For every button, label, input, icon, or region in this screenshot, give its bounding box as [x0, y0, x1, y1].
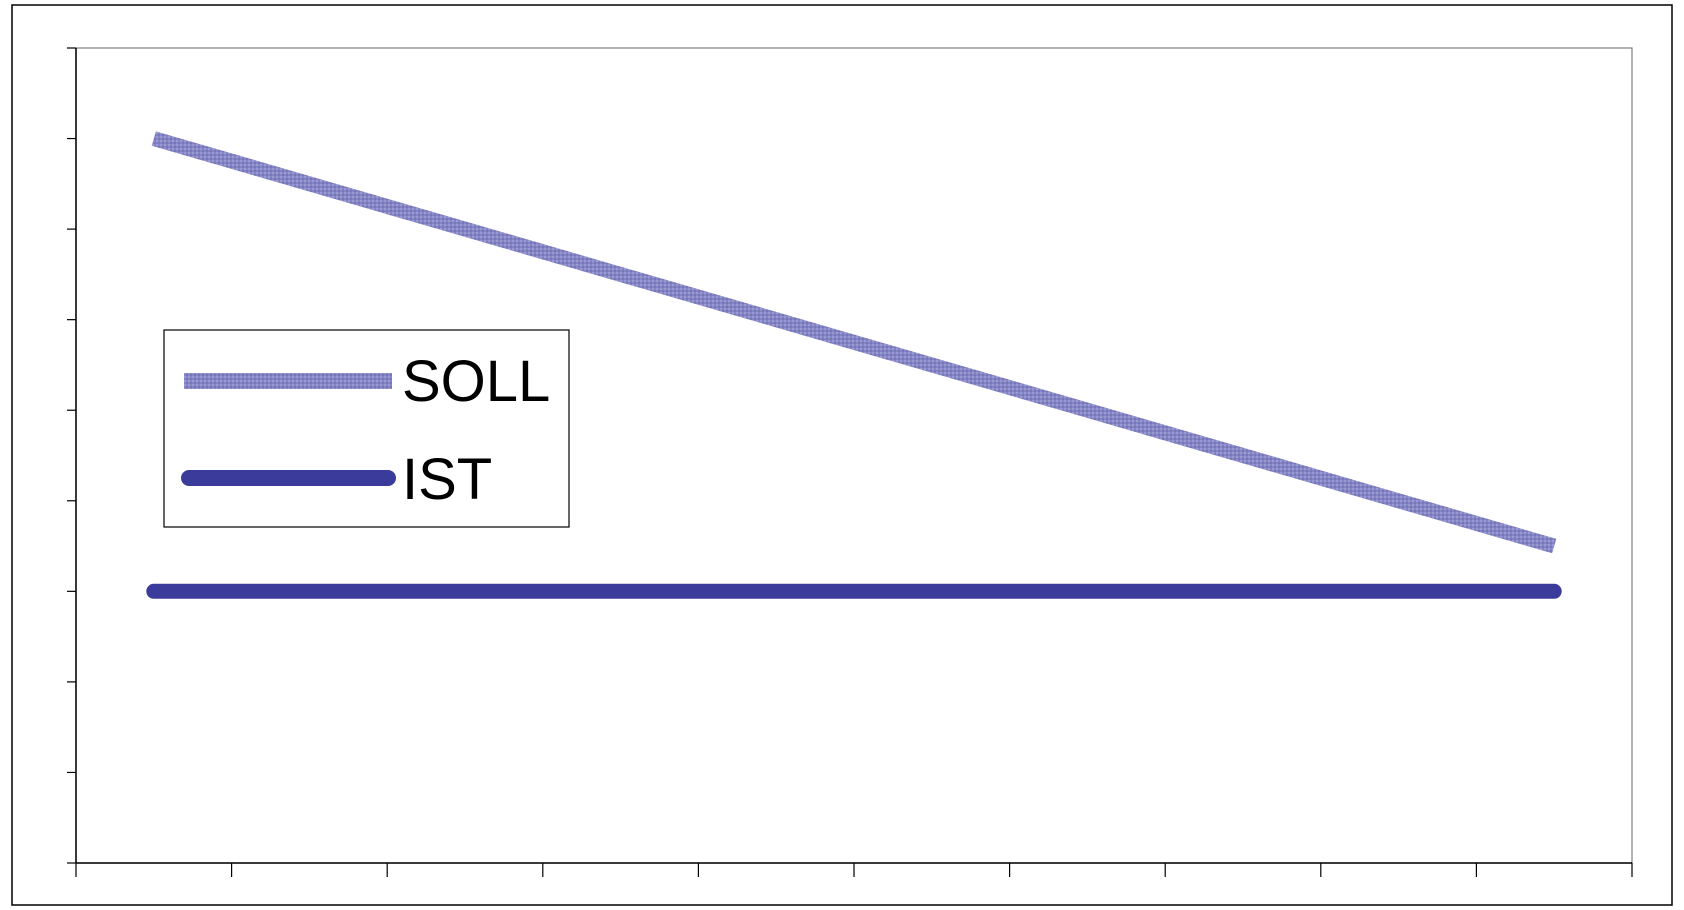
- axes: [67, 47, 1633, 877]
- series-layer: [146, 131, 1562, 599]
- series-line-soll: [151, 131, 1557, 554]
- legend-box: [163, 329, 570, 528]
- legend-label-soll: SOLL: [402, 349, 550, 414]
- legend: SOLL IST: [163, 329, 570, 528]
- legend-label-ist: IST: [402, 447, 492, 512]
